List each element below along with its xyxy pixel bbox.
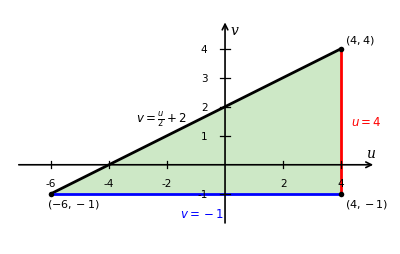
Text: v: v bbox=[230, 23, 238, 37]
Text: -6: -6 bbox=[46, 178, 56, 188]
Polygon shape bbox=[51, 50, 341, 194]
Text: 1: 1 bbox=[201, 131, 207, 141]
Text: $(-6,-1)$: $(-6,-1)$ bbox=[47, 198, 100, 211]
Text: $(4,4)$: $(4,4)$ bbox=[345, 34, 374, 46]
Text: $v = -1$: $v = -1$ bbox=[180, 207, 224, 220]
Text: 2: 2 bbox=[280, 178, 286, 188]
Text: 4: 4 bbox=[201, 44, 207, 54]
Text: 4: 4 bbox=[338, 178, 344, 188]
Text: $(4,-1)$: $(4,-1)$ bbox=[345, 198, 388, 211]
Text: -1: -1 bbox=[197, 189, 207, 199]
Text: -4: -4 bbox=[104, 178, 114, 188]
Text: $u = 4$: $u = 4$ bbox=[351, 115, 382, 128]
Text: $v = \frac{u}{2} + 2$: $v = \frac{u}{2} + 2$ bbox=[136, 111, 187, 130]
Text: 2: 2 bbox=[201, 102, 207, 112]
Text: -2: -2 bbox=[162, 178, 172, 188]
Text: u: u bbox=[366, 146, 374, 160]
Text: 3: 3 bbox=[201, 73, 207, 83]
